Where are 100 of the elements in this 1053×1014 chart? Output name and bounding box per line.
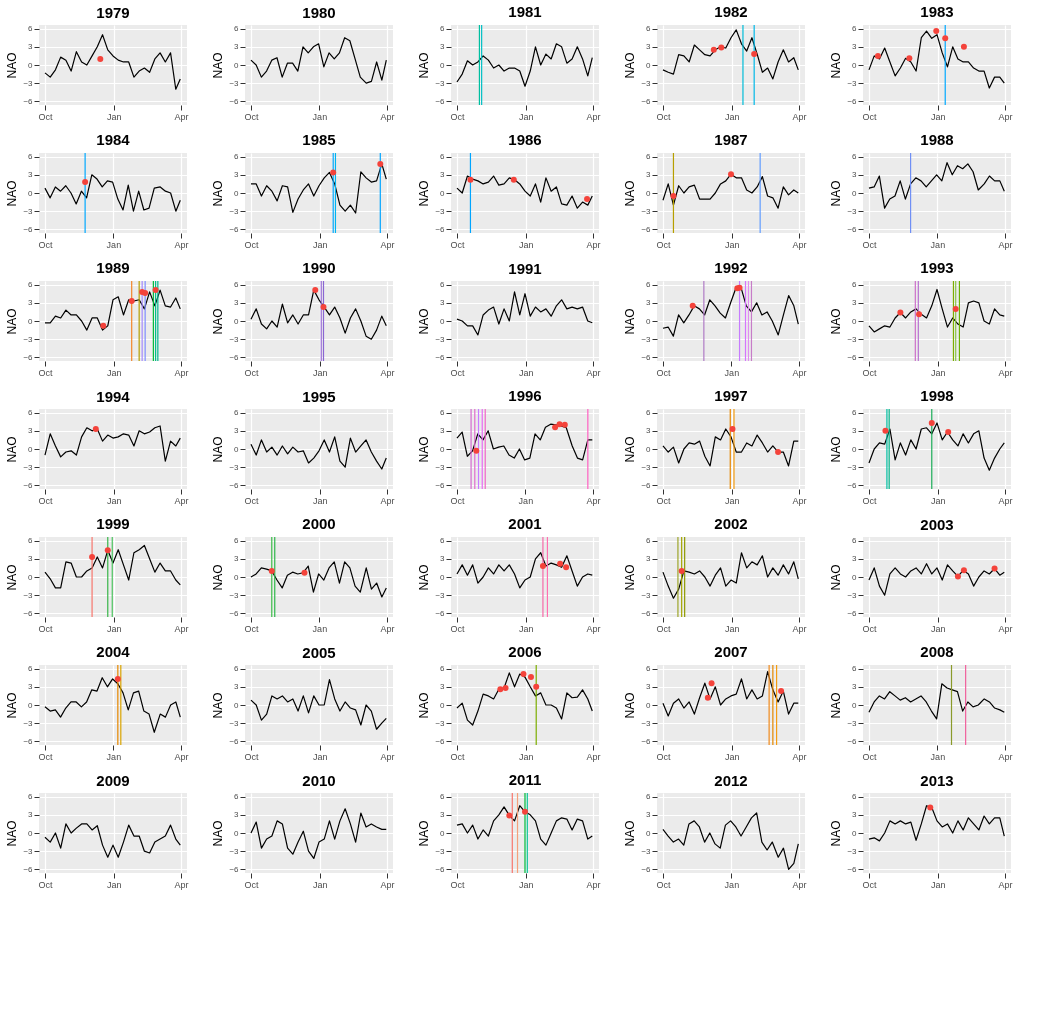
x-tick-label: Oct: [450, 751, 465, 762]
y-tick-label: 3: [852, 682, 858, 692]
x-tick-label: Jan: [930, 495, 946, 506]
y-tick-label: −6: [847, 608, 858, 618]
y-tick-label: −3: [435, 846, 446, 856]
x-tick-label: Jan: [312, 623, 328, 634]
y-tick-label: 0: [440, 572, 446, 582]
y-tick-label: 0: [234, 444, 240, 454]
y-tick-label: −3: [229, 334, 240, 344]
point: [520, 671, 527, 678]
line-series: [662, 552, 799, 599]
y-tick-label: 0: [440, 444, 446, 454]
y-tick-label: 3: [440, 42, 446, 52]
y-tick-label: 3: [440, 426, 446, 436]
y-tick-label: −6: [23, 96, 34, 106]
point: [933, 28, 940, 35]
x-tick-label: Oct: [450, 239, 465, 250]
x-tick-label: Jan: [518, 879, 534, 890]
y-axis-title: NAO: [829, 436, 844, 463]
x-tick-label: Oct: [656, 751, 671, 762]
y-axis-title: NAO: [5, 180, 20, 207]
x-tick-label: Jan: [724, 111, 740, 122]
line-series: [868, 683, 1005, 720]
line-series: [868, 805, 1005, 842]
x-tick-label: Apr: [792, 495, 807, 506]
y-tick-label: −3: [23, 462, 34, 472]
x-tick-label: Apr: [792, 111, 807, 122]
line-series: [250, 561, 387, 598]
y-axis-title: NAO: [829, 564, 844, 591]
x-tick-label: Oct: [656, 111, 671, 122]
y-axis-title: NAO: [211, 52, 226, 79]
y-tick-label: −3: [229, 206, 240, 216]
y-tick-label: 0: [28, 60, 34, 70]
point: [906, 55, 913, 62]
line-series: [456, 552, 593, 589]
x-tick-label: Apr: [998, 239, 1013, 250]
x-tick-label: Jan: [518, 623, 534, 634]
x-tick-label: Jan: [724, 623, 740, 634]
y-tick-label: −3: [435, 590, 446, 600]
x-tick-label: Oct: [862, 367, 877, 378]
y-tick-label: 0: [234, 188, 240, 198]
y-tick-label: 6: [646, 664, 652, 674]
y-tick-label: 3: [852, 810, 858, 820]
line-series: [44, 677, 181, 733]
y-tick-label: 3: [28, 42, 34, 52]
y-axis-title: NAO: [623, 52, 638, 79]
y-tick-label: 6: [28, 24, 34, 34]
y-tick-label: 0: [28, 828, 34, 838]
point: [100, 322, 107, 329]
y-tick-label: −3: [847, 846, 858, 856]
line-series: [456, 423, 593, 461]
y-tick-label: 0: [646, 828, 652, 838]
x-tick-label: Oct: [862, 495, 877, 506]
y-tick-label: −6: [229, 608, 240, 618]
x-tick-label: Oct: [656, 367, 671, 378]
y-tick-label: 6: [28, 664, 34, 674]
y-tick-label: 6: [646, 792, 652, 802]
y-tick-label: 3: [646, 426, 652, 436]
chart-title: 2001: [508, 515, 542, 533]
y-tick-label: −3: [435, 206, 446, 216]
y-tick-label: 0: [440, 700, 446, 710]
x-tick-label: Jan: [724, 879, 740, 890]
y-tick-label: −3: [229, 462, 240, 472]
x-tick-label: Oct: [38, 111, 53, 122]
y-tick-label: 6: [234, 536, 240, 546]
y-tick-label: 6: [852, 280, 858, 290]
y-tick-label: 0: [646, 700, 652, 710]
y-tick-label: −6: [435, 864, 446, 874]
chart-title: 2012: [714, 771, 748, 789]
x-tick-label: Jan: [106, 367, 122, 378]
y-tick-label: 0: [646, 572, 652, 582]
chart-title: 2003: [920, 515, 954, 533]
y-tick-label: −6: [847, 352, 858, 362]
y-tick-label: −3: [847, 206, 858, 216]
point: [710, 46, 717, 53]
y-axis-title: NAO: [417, 564, 432, 591]
line-series: [868, 563, 1005, 596]
point: [704, 694, 711, 701]
y-tick-label: 6: [440, 664, 446, 674]
point: [952, 305, 959, 312]
chart-title: 1981: [508, 3, 542, 21]
point: [718, 44, 725, 51]
point: [708, 680, 715, 687]
line-series: [44, 823, 181, 858]
y-tick-label: −3: [641, 846, 652, 856]
chart-title: 2006: [508, 643, 542, 661]
y-tick-label: 0: [28, 444, 34, 454]
y-axis-title: NAO: [211, 180, 226, 207]
chart-title: 2004: [96, 643, 131, 661]
x-tick-label: Oct: [450, 623, 465, 634]
y-tick-label: 6: [440, 24, 446, 34]
x-tick-label: Apr: [998, 879, 1013, 890]
point: [689, 302, 696, 309]
y-tick-label: 0: [440, 188, 446, 198]
y-tick-label: 0: [440, 828, 446, 838]
line-series: [662, 428, 799, 467]
point: [916, 311, 923, 318]
y-tick-label: 0: [646, 316, 652, 326]
point: [473, 447, 480, 454]
y-tick-label: 0: [234, 60, 240, 70]
